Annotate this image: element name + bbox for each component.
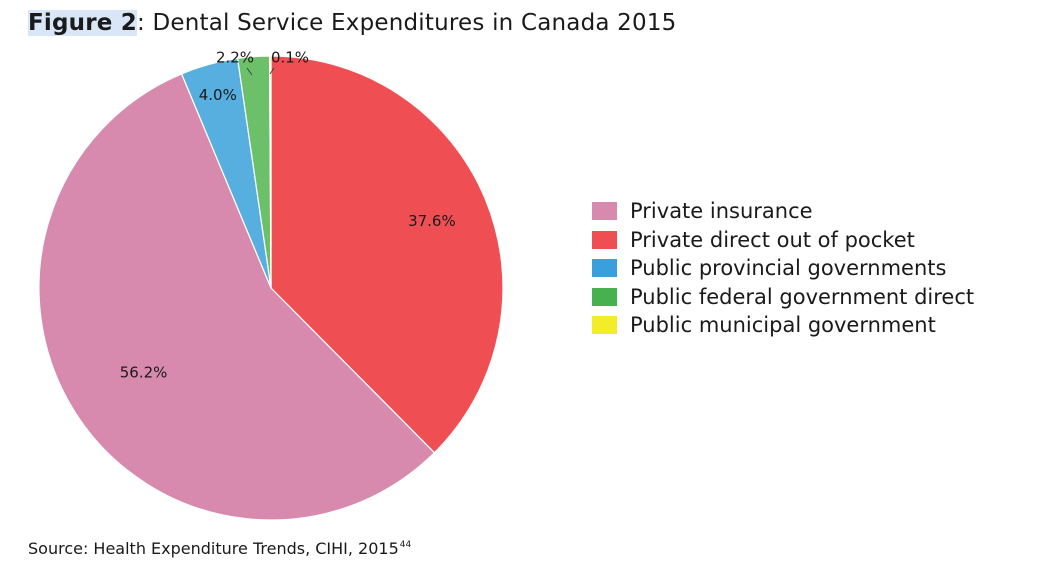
pie-slice-public-municipal-government [268, 55, 272, 289]
legend-label: Private insurance [630, 199, 813, 224]
pie-slice-private-insurance [38, 73, 436, 521]
pie-slice-private-direct-out-of-pocket [270, 55, 504, 454]
legend-item: Public federal government direct [592, 283, 974, 312]
legend-label: Public federal government direct [630, 284, 975, 309]
leader-line [269, 67, 275, 75]
legend-swatch [592, 230, 617, 249]
figure-number: Figure 2 [28, 10, 137, 36]
legend-swatch [592, 202, 617, 221]
legend-label: Public provincial governments [630, 256, 947, 281]
legend-label: Public municipal government [630, 313, 936, 338]
data-label: 37.6% [408, 212, 456, 230]
data-label: 56.2% [120, 364, 168, 382]
leader-line [246, 67, 253, 76]
figure-title: Figure 2: Dental Service Expenditures in… [28, 10, 677, 36]
legend-item: Public provincial governments [592, 254, 974, 283]
data-label: 0.1% [271, 49, 309, 67]
legend-item: Public municipal government [592, 311, 974, 340]
source-text: Source: Health Expenditure Trends, CIHI,… [28, 539, 399, 558]
legend-item: Private insurance [592, 197, 974, 226]
source-note: Source: Health Expenditure Trends, CIHI,… [28, 539, 411, 558]
figure-caption: : Dental Service Expenditures in Canada … [137, 10, 677, 36]
legend-swatch [592, 259, 617, 278]
data-label: 4.0% [199, 86, 237, 104]
chart-legend: Private insurance Private direct out of p… [592, 197, 974, 340]
legend-item: Private direct out of pocket [592, 226, 974, 255]
legend-swatch [592, 316, 617, 335]
legend-label: Private direct out of pocket [630, 227, 915, 252]
source-footnote-ref: 44 [399, 540, 412, 550]
legend-swatch [592, 287, 617, 306]
data-label: 2.2% [216, 49, 254, 67]
